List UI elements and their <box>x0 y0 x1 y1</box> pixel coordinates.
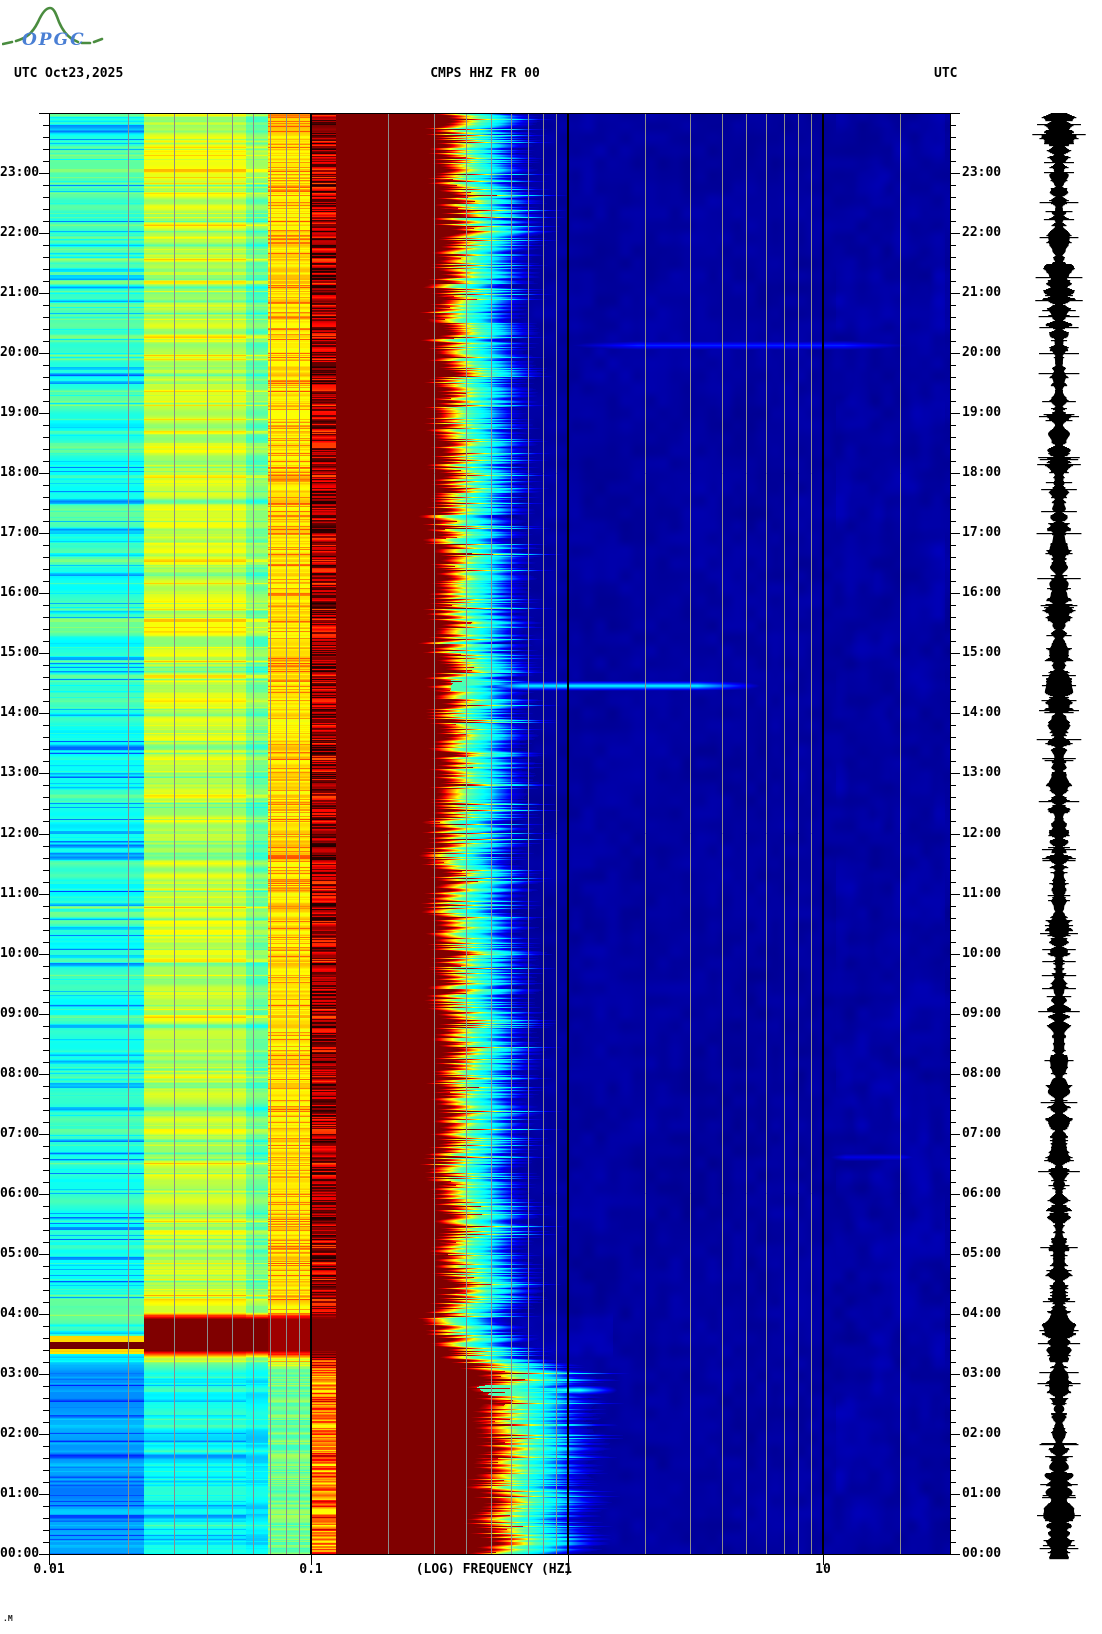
y-tick-label-right: 00:00 <box>962 1546 1002 1561</box>
y-tick-label-right: 21:00 <box>962 285 1002 301</box>
x-tick-label: 1 <box>564 1562 572 1577</box>
y-tick-label-right: 17:00 <box>962 525 1002 541</box>
y-tick-label-right: 11:00 <box>962 885 1002 901</box>
y-tick-label-left: 21:00 <box>0 285 40 301</box>
y-tick-label-left: 11:00 <box>0 885 40 901</box>
y-tick-label-right: 18:00 <box>962 465 1002 481</box>
y-tick-label-left: 19:00 <box>0 405 40 421</box>
y-tick-label-right: 01:00 <box>962 1485 1002 1501</box>
y-tick-label-left: 00:00 <box>0 1546 40 1561</box>
y-tick-label-right: 12:00 <box>962 825 1002 841</box>
y-tick-label-right: 23:00 <box>962 165 1002 181</box>
y-tick-label-right: 10:00 <box>962 945 1002 961</box>
y-tick-label-left: 15:00 <box>0 645 40 661</box>
y-tick-label-right: 15:00 <box>962 645 1002 661</box>
y-tick-label-left: 12:00 <box>0 825 40 841</box>
y-tick-label-left: 09:00 <box>0 1005 40 1021</box>
y-tick-label-right: 13:00 <box>962 765 1002 781</box>
y-tick-label-right: 19:00 <box>962 405 1002 421</box>
y-tick-label-right: 20:00 <box>962 345 1002 361</box>
x-tick-label: 10 <box>815 1562 831 1577</box>
y-tick-label-left: 02:00 <box>0 1425 40 1441</box>
y-tick-label-right: 07:00 <box>962 1125 1002 1141</box>
y-tick-label-left: 01:00 <box>0 1485 40 1501</box>
y-tick-label-right: 05:00 <box>962 1245 1002 1261</box>
y-tick-label-left: 06:00 <box>0 1185 40 1201</box>
y-tick-label-left: 13:00 <box>0 765 40 781</box>
y-tick-label-right: 02:00 <box>962 1425 1002 1441</box>
y-tick-label-left: 16:00 <box>0 585 40 601</box>
y-tick-label-right: 08:00 <box>962 1065 1002 1081</box>
y-tick-label-right: 09:00 <box>962 1005 1002 1021</box>
y-tick-label-left: 14:00 <box>0 705 40 721</box>
y-tick-label-right: 16:00 <box>962 585 1002 601</box>
y-tick-label-left: 08:00 <box>0 1065 40 1081</box>
y-tick-label-right: 03:00 <box>962 1365 1002 1381</box>
y-tick-label-left: 23:00 <box>0 165 40 181</box>
y-tick-label-left: 22:00 <box>0 225 40 241</box>
y-tick-label-left: 18:00 <box>0 465 40 481</box>
x-tick-label: 0.1 <box>299 1562 323 1577</box>
y-tick-label-right: 22:00 <box>962 225 1002 241</box>
y-tick-label-right: 04:00 <box>962 1305 1002 1321</box>
corner-artifact: .M <box>3 1614 13 1623</box>
y-tick-label-left: 10:00 <box>0 945 40 961</box>
y-tick-label-left: 05:00 <box>0 1245 40 1261</box>
x-axis-title: (LOG) FREQUENCY (HZ) <box>415 1562 573 1577</box>
x-tick-label: 0.01 <box>33 1562 65 1577</box>
y-tick-label-left: 03:00 <box>0 1365 40 1381</box>
y-tick-label-left: 17:00 <box>0 525 40 541</box>
y-tick-label-left: 20:00 <box>0 345 40 361</box>
y-tick-label-left: 04:00 <box>0 1305 40 1321</box>
y-tick-label-right: 06:00 <box>962 1185 1002 1201</box>
y-tick-label-right: 14:00 <box>962 705 1002 721</box>
y-tick-label-left: 07:00 <box>0 1125 40 1141</box>
